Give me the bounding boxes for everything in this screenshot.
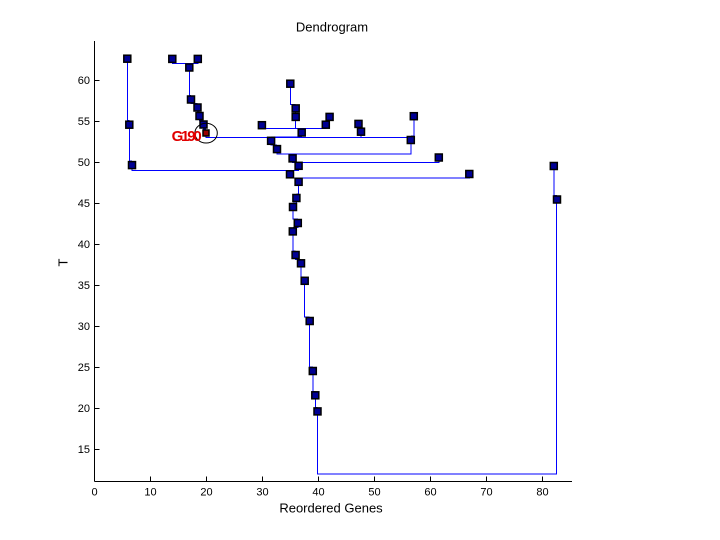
svg-text:30: 30	[256, 487, 268, 499]
svg-text:55: 55	[78, 116, 90, 128]
svg-text:40: 40	[312, 487, 324, 499]
svg-text:Reordered Genes: Reordered Genes	[279, 501, 383, 516]
svg-text:Dendrogram: Dendrogram	[296, 20, 368, 35]
svg-text:60: 60	[78, 75, 90, 87]
svg-text:15: 15	[78, 444, 90, 456]
svg-text:70: 70	[480, 487, 492, 499]
svg-text:T: T	[55, 258, 70, 266]
svg-text:80: 80	[536, 487, 548, 499]
svg-text:35: 35	[78, 280, 90, 292]
svg-text:50: 50	[78, 157, 90, 169]
svg-text:25: 25	[78, 362, 90, 374]
svg-text:45: 45	[78, 198, 90, 210]
svg-text:30: 30	[78, 321, 90, 333]
svg-text:20: 20	[78, 403, 90, 415]
svg-text:10: 10	[144, 487, 156, 499]
svg-text:60: 60	[424, 487, 436, 499]
svg-text:G190: G190	[172, 128, 202, 145]
svg-text:20: 20	[200, 487, 212, 499]
svg-text:0: 0	[91, 487, 97, 499]
svg-text:40: 40	[78, 239, 90, 251]
svg-text:50: 50	[368, 487, 380, 499]
